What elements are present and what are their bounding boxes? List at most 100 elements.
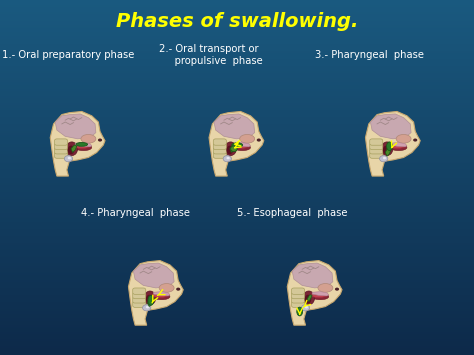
Polygon shape [128, 261, 183, 325]
Bar [0, 284, 474, 286]
Bar [0, 229, 474, 231]
Bar [0, 305, 474, 307]
Bar [0, 241, 474, 243]
Bar [0, 238, 474, 240]
Bar [0, 327, 474, 328]
Bar [0, 28, 474, 30]
Polygon shape [292, 263, 333, 288]
Bar [0, 36, 474, 37]
Bar [0, 51, 474, 53]
Bar [0, 353, 474, 355]
Bar [0, 4, 474, 5]
FancyBboxPatch shape [213, 152, 227, 158]
Polygon shape [134, 263, 174, 288]
Bar [0, 314, 474, 316]
Bar [0, 126, 474, 128]
Bar [0, 163, 474, 165]
Bar [0, 124, 474, 126]
Bar [0, 174, 474, 176]
Polygon shape [287, 261, 342, 325]
FancyBboxPatch shape [133, 293, 146, 299]
Bar [0, 128, 474, 130]
Bar [0, 224, 474, 225]
Bar [0, 0, 474, 2]
Bar [0, 247, 474, 248]
Bar [0, 309, 474, 311]
FancyBboxPatch shape [370, 152, 383, 158]
Bar [0, 101, 474, 103]
Bar [0, 115, 474, 117]
Ellipse shape [303, 291, 315, 305]
Bar [0, 122, 474, 124]
Bar [0, 53, 474, 55]
Bar [0, 160, 474, 162]
Bar [0, 27, 474, 28]
Bar [0, 302, 474, 304]
Bar [0, 243, 474, 245]
Bar [0, 348, 474, 350]
Bar [0, 185, 474, 186]
Bar [0, 131, 474, 133]
Polygon shape [307, 295, 312, 302]
Bar [0, 158, 474, 160]
Bar [0, 330, 474, 332]
Bar [0, 277, 474, 279]
Bar [0, 32, 474, 34]
Bar [0, 30, 474, 32]
Bar [0, 80, 474, 82]
Ellipse shape [257, 138, 261, 142]
FancyBboxPatch shape [213, 143, 227, 149]
Polygon shape [147, 298, 154, 307]
Bar [0, 323, 474, 325]
Ellipse shape [387, 142, 392, 151]
Bar [0, 110, 474, 112]
Bar [0, 275, 474, 277]
Bar [0, 75, 474, 76]
Ellipse shape [312, 294, 329, 300]
Bar [0, 202, 474, 204]
Bar [0, 18, 474, 20]
Bar [0, 245, 474, 247]
FancyBboxPatch shape [213, 148, 227, 154]
Bar [0, 106, 474, 108]
Bar [0, 272, 474, 273]
Ellipse shape [74, 144, 89, 148]
Polygon shape [50, 111, 105, 176]
Bar [0, 156, 474, 158]
Bar [0, 325, 474, 327]
Bar [0, 215, 474, 217]
Bar [0, 183, 474, 185]
Polygon shape [55, 114, 96, 139]
Bar [0, 282, 474, 284]
Bar [0, 298, 474, 300]
Polygon shape [312, 292, 328, 296]
Bar [0, 332, 474, 334]
Bar [0, 2, 474, 4]
Bar [0, 25, 474, 27]
Bar [0, 96, 474, 98]
Ellipse shape [383, 157, 386, 159]
Bar [0, 222, 474, 224]
Ellipse shape [240, 135, 255, 143]
Bar [0, 16, 474, 18]
Ellipse shape [81, 135, 96, 143]
Bar [0, 57, 474, 59]
Bar [0, 178, 474, 179]
Ellipse shape [68, 157, 71, 159]
Bar [0, 108, 474, 110]
Bar [0, 321, 474, 323]
Ellipse shape [335, 288, 339, 291]
Bar [0, 240, 474, 241]
Bar [0, 149, 474, 151]
Bar [0, 82, 474, 83]
FancyBboxPatch shape [133, 297, 146, 303]
Bar [0, 318, 474, 320]
Bar [0, 179, 474, 181]
Bar [0, 233, 474, 234]
Bar [0, 147, 474, 149]
Bar [0, 142, 474, 144]
Bar [0, 151, 474, 153]
Polygon shape [71, 145, 77, 153]
Ellipse shape [311, 293, 326, 297]
Polygon shape [75, 143, 92, 147]
